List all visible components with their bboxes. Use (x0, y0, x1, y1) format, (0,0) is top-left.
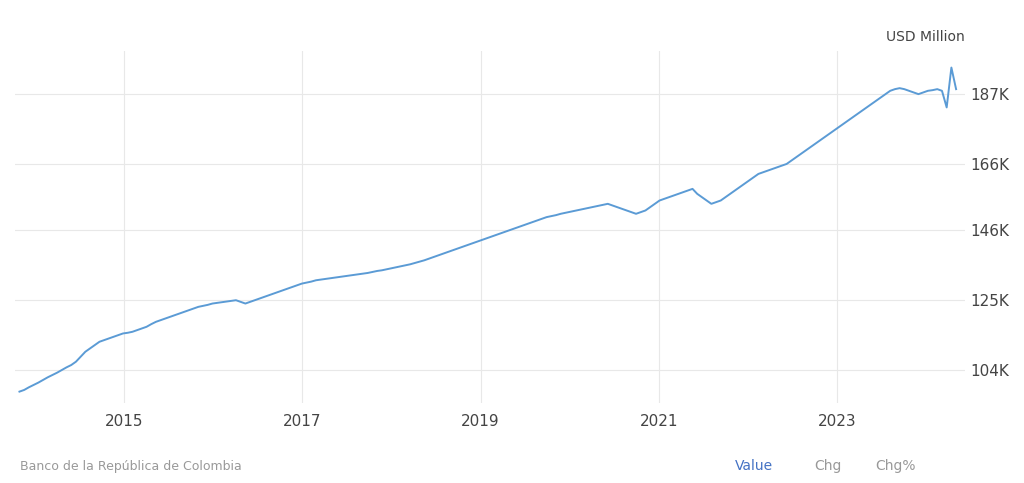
Text: Chg%: Chg% (876, 459, 916, 473)
Text: USD Million: USD Million (886, 30, 965, 44)
Text: Value: Value (735, 459, 773, 473)
Text: Chg: Chg (814, 459, 842, 473)
Text: Banco de la República de Colombia: Banco de la República de Colombia (20, 460, 243, 473)
